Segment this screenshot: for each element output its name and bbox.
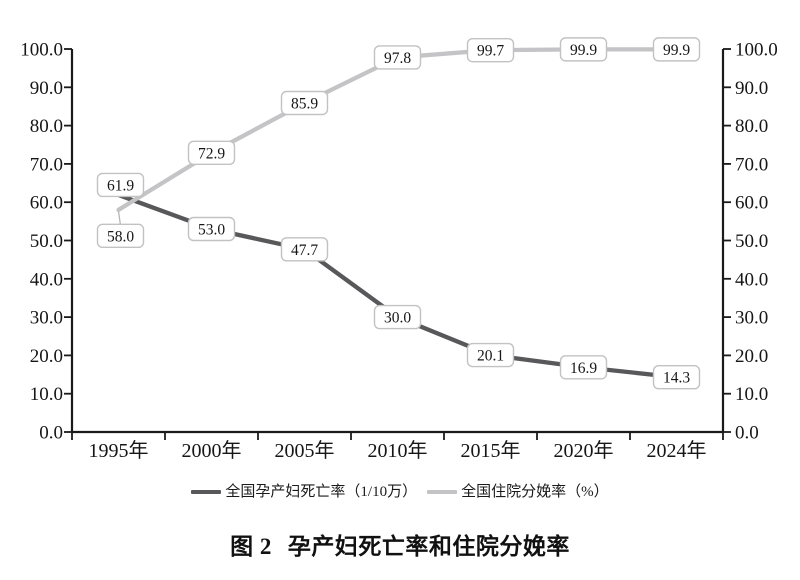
x-tick-label: 2015年: [461, 439, 521, 462]
y-tick-label-right: 60.0: [735, 193, 768, 214]
y-tick-label-left: 60.0: [30, 193, 63, 214]
data-label: 97.8: [384, 50, 411, 67]
data-label: 72.9: [198, 145, 225, 162]
y-tick-label-right: 90.0: [735, 78, 768, 99]
legend-label-maternal-mortality: 全国孕产妇死亡率（1/10万）: [225, 484, 418, 500]
data-label-box: [96, 223, 145, 249]
x-tick-label: 2000年: [182, 439, 242, 462]
data-label-box: [280, 237, 329, 262]
data-label: 14.3: [663, 370, 690, 387]
caption-title: 孕产妇死亡率和住院分娩率: [287, 534, 570, 559]
data-label: 53.0: [198, 222, 225, 239]
data-label: 85.9: [291, 96, 318, 113]
data-label: 99.9: [570, 42, 597, 59]
data-label: 99.7: [477, 43, 504, 60]
data-label-box: [187, 216, 236, 242]
y-tick-label-right: 40.0: [735, 269, 768, 290]
data-label-box: [373, 304, 422, 330]
y-tick-label-right: 50.0: [735, 231, 768, 252]
y-tick-label-right: 20.0: [735, 346, 768, 367]
x-tick-label: 2005年: [275, 439, 335, 462]
data-label-box: [559, 355, 608, 380]
data-label-box: [559, 37, 608, 62]
data-label: 47.7: [291, 242, 318, 259]
data-label-box: [280, 90, 329, 116]
line-chart-plot: 0.0 0.0 10.0 10.0 20.0 20.0 30.0 30.0 40.0 40.0 50…: [20, 37, 778, 462]
x-tick-label: 2010年: [368, 439, 428, 462]
y-tick-label-left: 100.0: [20, 40, 63, 61]
y-tick-label-right: 30.0: [735, 308, 768, 329]
y-tick-label-right: 0.0: [735, 423, 759, 444]
x-tick-label: 2020年: [554, 439, 614, 462]
caption-prefix: 图 2: [230, 534, 272, 559]
y-tick-label-left: 40.0: [30, 269, 63, 290]
x-tick-label: 2024年: [647, 439, 707, 462]
data-label-box: [652, 365, 701, 390]
data-label: 61.9: [107, 177, 134, 194]
y-tick-label-left: 30.0: [30, 308, 63, 329]
y-tick-label-left: 90.0: [30, 78, 63, 99]
y-tick-label-right: 80.0: [735, 116, 768, 137]
y-tick-label-left: 0.0: [39, 423, 63, 444]
data-label-box: [187, 140, 236, 165]
data-label: 58.0: [107, 228, 134, 245]
x-tick-label: 1995年: [89, 439, 149, 462]
y-tick-label-right: 70.0: [735, 154, 768, 175]
data-label-box: [96, 172, 145, 198]
legend-line-swatch-gray: [427, 489, 458, 495]
y-tick-label-left: 80.0: [30, 116, 63, 137]
y-tick-label-left: 70.0: [30, 154, 63, 175]
data-label-box: [373, 45, 422, 70]
data-label: 30.0: [384, 310, 411, 327]
y-tick-label-left: 50.0: [30, 231, 63, 252]
y-tick-label-left: 10.0: [30, 384, 63, 405]
data-label-box: [652, 37, 701, 62]
y-tick-label-right: 10.0: [735, 384, 768, 405]
data-label-leader-line: [117, 211, 122, 226]
y-tick-label-left: 20.0: [30, 346, 63, 367]
legend-item-maternal-mortality: 全国孕产妇死亡率（1/10万）: [191, 482, 417, 502]
series-line-1: [116, 47, 679, 213]
data-label-box: [466, 37, 515, 63]
data-label: 99.9: [663, 42, 690, 59]
legend-item-hospital-delivery: 全国住院分娩率（%）: [427, 482, 609, 502]
legend-label-hospital-delivery: 全国住院分娩率（%）: [461, 484, 609, 500]
legend-line-swatch-dark: [191, 489, 222, 495]
figure-caption: 图 2 孕产妇死亡率和住院分娩率: [0, 527, 800, 561]
data-label: 16.9: [570, 360, 597, 377]
y-tick-label-right: 100.0: [735, 40, 778, 61]
chart-legend: 全国孕产妇死亡率（1/10万） 全国住院分娩率（%）: [0, 482, 800, 502]
data-label-box: [466, 342, 515, 368]
data-label: 20.1: [477, 348, 504, 365]
